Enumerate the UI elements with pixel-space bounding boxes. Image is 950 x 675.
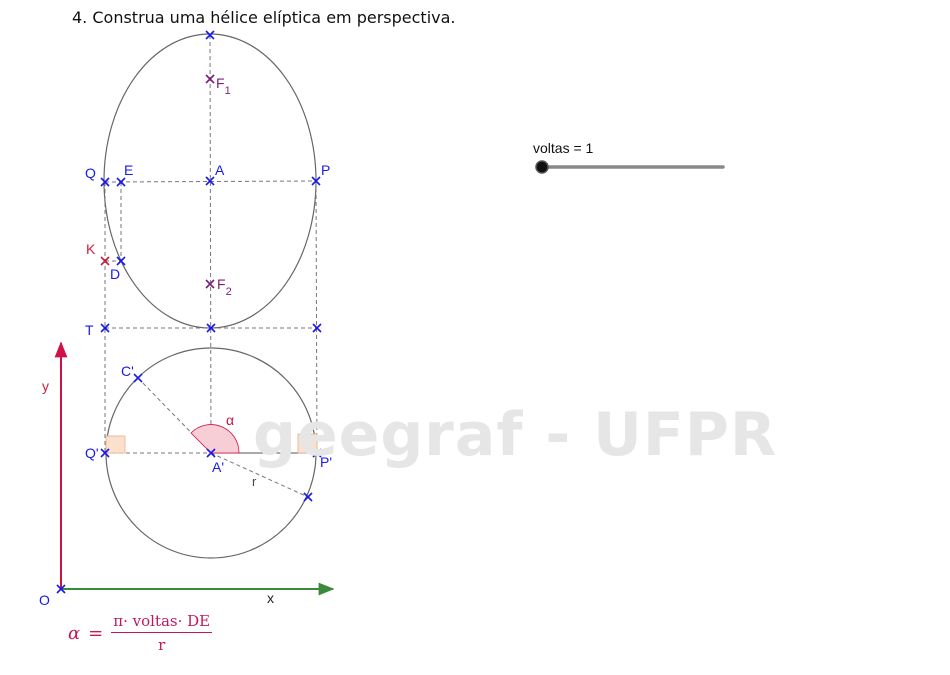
line-vertical-right	[315, 180, 318, 454]
formula-fraction: π· voltas· DE r	[111, 612, 213, 654]
point-right-T[interactable]	[312, 323, 322, 333]
label-P: P	[321, 162, 330, 178]
page-title: 4. Construa uma hélice elíptica em persp…	[72, 8, 456, 27]
point-E[interactable]	[116, 177, 126, 187]
label-Q: Q	[85, 165, 96, 181]
label-r: r	[252, 474, 257, 489]
point-bottom-ellipse[interactable]	[206, 323, 216, 333]
label-P-prime: P'	[320, 454, 332, 470]
slider-label: voltas = 1	[533, 140, 594, 156]
point-markers	[56, 30, 322, 594]
right-angle-marker-left	[105, 435, 126, 454]
y-axis-label: y	[42, 378, 49, 394]
label-F1: F1	[216, 75, 231, 97]
point-K[interactable]	[100, 256, 110, 266]
x-axis-label: x	[267, 590, 274, 606]
voltas-slider[interactable]	[535, 160, 725, 174]
point-D[interactable]	[116, 256, 126, 266]
formula-numerator: π· voltas· DE	[111, 612, 213, 633]
label-K: K	[86, 241, 96, 257]
alpha-formula: α = π· voltas· DE r	[68, 612, 213, 654]
label-A-prime: A'	[212, 459, 224, 475]
point-A-prime[interactable]	[206, 448, 216, 458]
point-P[interactable]	[311, 176, 321, 186]
formula-lhs: α	[68, 622, 81, 644]
formula-equals: =	[88, 622, 104, 644]
right-angle-marker-right	[297, 433, 318, 454]
label-A: A	[215, 162, 225, 178]
point-A[interactable]	[205, 176, 215, 186]
slider-handle[interactable]	[535, 160, 549, 174]
point-Q-prime[interactable]	[100, 448, 110, 458]
label-F2: F2	[217, 276, 232, 298]
label-C-prime: C'	[121, 363, 134, 379]
point-top[interactable]	[205, 30, 215, 40]
label-Q-prime: Q'	[85, 445, 99, 461]
angle-alpha-sector[interactable]	[190, 424, 240, 454]
point-r-end[interactable]	[303, 492, 313, 502]
point-F1[interactable]	[205, 74, 215, 84]
point-P-prime[interactable]	[312, 448, 322, 458]
formula-denominator: r	[158, 636, 166, 654]
label-D: D	[110, 266, 120, 282]
point-T[interactable]	[100, 323, 110, 333]
label-alpha: α	[226, 412, 234, 428]
label-O: O	[39, 592, 50, 608]
point-F2[interactable]	[205, 279, 215, 289]
watermark: geegraf - UFPR	[253, 400, 778, 470]
axis-vertical-dashed	[209, 34, 212, 454]
point-O[interactable]	[56, 584, 66, 594]
point-Q[interactable]	[100, 177, 110, 187]
point-C-prime[interactable]	[133, 373, 143, 383]
label-T: T	[85, 322, 94, 338]
label-E: E	[124, 162, 133, 178]
line-r	[210, 452, 309, 498]
